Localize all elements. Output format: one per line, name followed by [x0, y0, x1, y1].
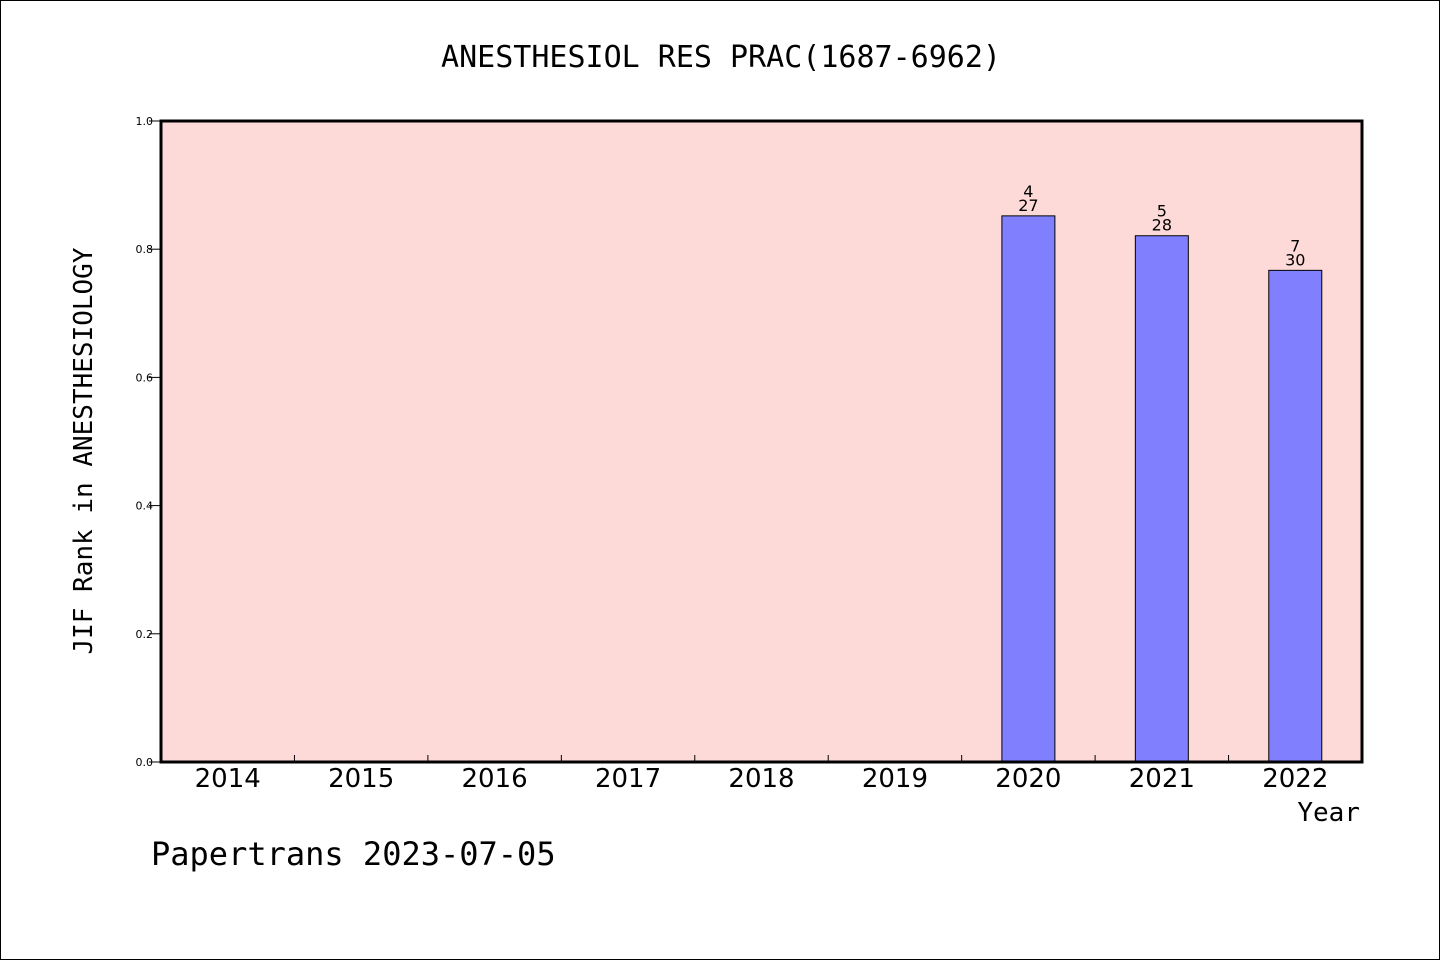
bar-2020 [1001, 215, 1056, 763]
bar-2022 [1268, 269, 1323, 763]
bar-total-label: 27 [1018, 196, 1038, 215]
x-tick-label: 2022 [1262, 764, 1328, 794]
y-tick-label: 0.0 [136, 756, 154, 769]
x-tick-label: 2014 [195, 764, 261, 794]
x-tick-label: 2020 [995, 764, 1061, 794]
x-tick-label: 2018 [728, 764, 794, 794]
y-tick-label: 0.6 [136, 371, 154, 384]
y-axis-label: JIF Rank in ANESTHESIOLOGY [69, 247, 99, 654]
y-tick-label: 1.0 [136, 115, 154, 128]
bar-rank-label: 4 [1023, 182, 1033, 201]
x-tick-label: 2015 [328, 764, 394, 794]
x-axis-ticks: 2014 2015 2016 2017 2018 2019 2020 2021 2022 [195, 755, 1328, 794]
y-axis-ticks: 0.0 0.2 0.4 0.6 0.8 1.0 [136, 115, 161, 769]
x-tick-label: 2017 [595, 764, 661, 794]
x-tick-label: 2021 [1129, 764, 1195, 794]
bar-total-label: 30 [1285, 250, 1305, 269]
bar-rank-label: 5 [1157, 202, 1167, 221]
y-tick-label: 0.2 [136, 628, 154, 641]
y-tick-label: 0.8 [136, 243, 154, 256]
x-tick-label: 2016 [462, 764, 528, 794]
x-tick-label: 2019 [862, 764, 928, 794]
bars-layer [1001, 215, 1323, 763]
y-tick-label: 0.4 [136, 500, 154, 513]
bar-2021 [1134, 235, 1189, 763]
plot-border [159, 119, 1364, 764]
bar-rank-label: 7 [1290, 236, 1300, 255]
bar-labels-layer: 427 528 730 [1018, 182, 1305, 269]
bar-total-label: 28 [1152, 216, 1172, 235]
credit-text: Papertrans 2023-07-05 [151, 835, 556, 873]
x-axis-label: Year [1297, 798, 1360, 828]
chart-title: ANESTHESIOL RES PRAC(1687-6962) [441, 40, 1001, 75]
